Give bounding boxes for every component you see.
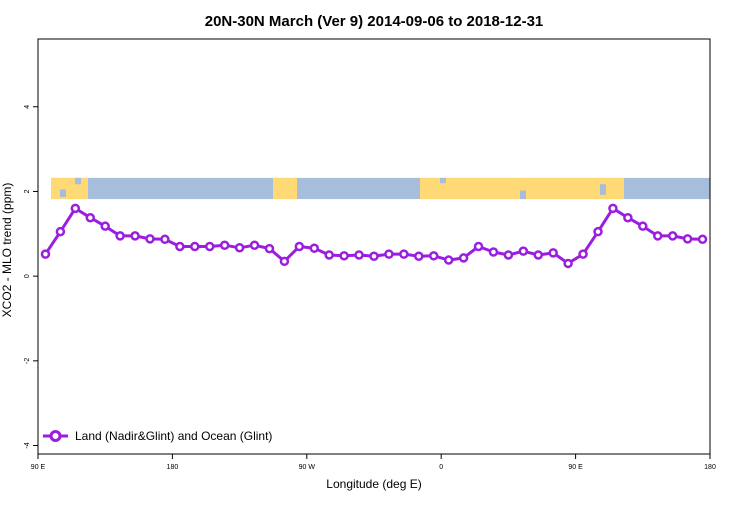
x-tick-label: 90 E [31,464,46,471]
data-point [682,234,693,244]
data-point [190,241,200,252]
data-point [324,250,334,260]
data-point [219,240,230,250]
data-point [294,241,305,252]
map-land [51,177,88,200]
map-ocean [75,177,81,185]
plot-frame [37,38,711,455]
x-tick-label: 90 E [568,464,583,471]
data-point [593,226,603,237]
data-point [40,249,51,259]
data-point [399,249,409,259]
y-tick-label: -4 [24,442,31,448]
data-point [578,249,588,259]
x-tick-label: 0 [439,464,443,471]
y-tick-label: -2 [24,358,31,364]
data-point [652,231,663,241]
map-ocean [440,177,446,184]
data-point [204,241,215,252]
legend: Land (Nadir&Glint) and Ocean (Glint) [43,429,272,443]
map-ocean [600,184,606,195]
data-point [533,250,544,260]
data-point [623,212,633,223]
x-tick-label: 180 [704,464,716,471]
map-ocean [520,190,526,200]
data-point [488,247,499,257]
map-land [285,177,297,200]
data-point [264,243,275,254]
data-point [697,234,708,245]
legend-marker [49,430,62,442]
data-point [115,231,125,241]
data-point [473,241,484,252]
data-point [85,212,96,223]
data-point [279,256,290,267]
data-point [638,221,648,231]
data-point [130,231,140,241]
data-point [384,249,394,259]
map-land [420,177,624,200]
chart-title: 20N-30N March (Ver 9) 2014-09-06 to 2018… [205,13,544,30]
data-point [667,231,678,241]
data-point [249,240,260,250]
data-point [175,241,185,252]
legend-label: Land (Nadir&Glint) and Ocean (Glint) [75,429,272,443]
data-point [339,251,349,261]
series-layer [40,203,708,269]
map-ocean [60,189,66,197]
data-point [428,251,439,261]
map-land [273,177,285,200]
data-point [458,253,469,263]
data-point [70,203,81,214]
data-point [100,221,110,231]
data-point [608,203,618,214]
axes-layer: 90 E 180 90 W 0 90 E 180 -4 -2 0 2 4 [24,105,716,471]
data-point [160,234,170,245]
data-point [414,251,424,261]
y-axis-label: XCO2 - MLO trend (ppm) [0,183,14,318]
data-point [443,255,454,265]
data-point [369,251,379,261]
data-point [309,243,320,253]
data-point [563,258,573,269]
x-tick-label: 180 [167,464,179,471]
x-tick-label: 90 W [299,464,316,471]
y-tick-label: 0 [24,274,31,278]
x-axis-label: Longitude (deg E) [326,477,421,491]
data-point [503,250,514,260]
data-point [518,246,529,256]
y-tick-label: 2 [24,189,31,193]
map-strip [51,177,710,200]
data-point [354,250,364,260]
y-tick-label: 4 [24,105,31,109]
data-point [234,243,245,253]
data-point [548,248,558,258]
data-point [145,234,155,244]
data-point [55,226,66,237]
